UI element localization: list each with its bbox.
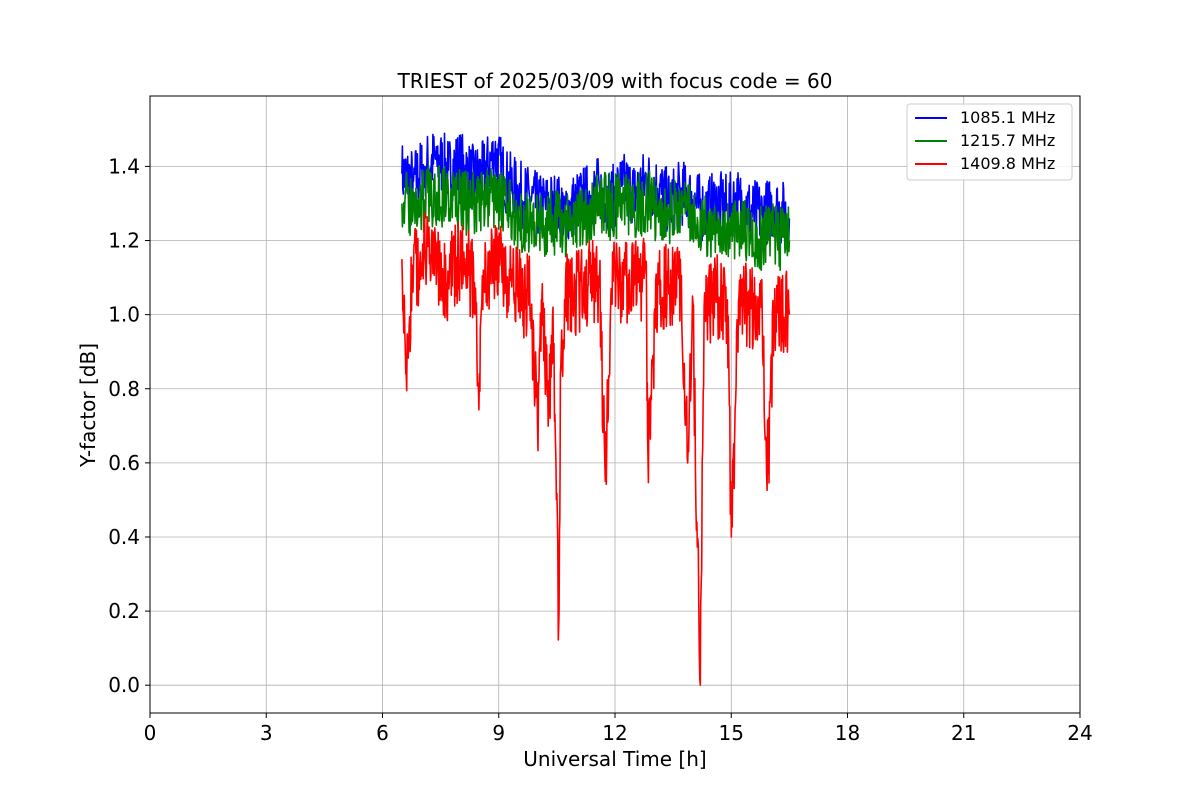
series-line-1 xyxy=(401,132,791,252)
y-tick-label: 0.6 xyxy=(108,451,140,475)
y-tick-label: 0.4 xyxy=(108,525,140,549)
x-tick-label: 15 xyxy=(719,721,744,745)
x-tick-label: 6 xyxy=(376,721,389,745)
y-tick-label: 1.4 xyxy=(108,154,140,178)
chart-title: TRIEST of 2025/03/09 with focus code = 6… xyxy=(397,69,833,93)
x-tick-label: 21 xyxy=(951,721,976,745)
y-tick-label: 0.2 xyxy=(108,599,140,623)
series-line-3 xyxy=(401,211,791,687)
y-tick-label: 1.0 xyxy=(108,303,140,327)
y-tick-label: 1.2 xyxy=(108,229,140,253)
y-axis-label: Y-factor [dB] xyxy=(76,343,100,468)
x-tick-label: 12 xyxy=(602,721,627,745)
series-layer xyxy=(401,132,791,687)
legend: 1085.1 MHz 1215.7 MHz 1409.8 MHz xyxy=(906,103,1073,181)
series-line-2 xyxy=(401,164,791,272)
legend-label: 1215.7 MHz xyxy=(960,131,1055,150)
x-tick-label: 9 xyxy=(492,721,505,745)
axis-ticks: 0 3 6 9 12 15 18 21 24 0.0 0.2 0.4 0.6 0.8 1.0 1.2 1.4 xyxy=(108,154,1093,745)
legend-label: 1085.1 MHz xyxy=(960,108,1055,127)
legend-label: 1409.8 MHz xyxy=(960,154,1055,173)
y-tick-label: 0.8 xyxy=(108,377,140,401)
legend-box xyxy=(906,103,1073,181)
x-tick-label: 3 xyxy=(260,721,273,745)
y-tick-label: 0.0 xyxy=(108,673,140,697)
x-axis-label: Universal Time [h] xyxy=(523,747,706,771)
x-tick-label: 18 xyxy=(835,721,860,745)
x-tick-label: 24 xyxy=(1067,721,1092,745)
x-tick-label: 0 xyxy=(144,721,157,745)
